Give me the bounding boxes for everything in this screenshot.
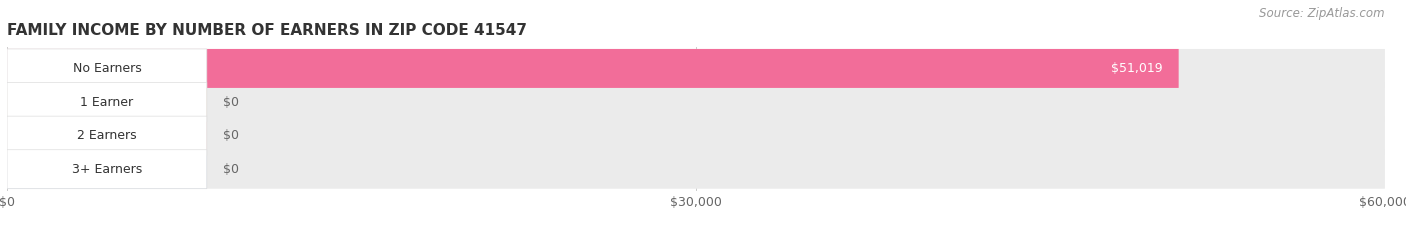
FancyBboxPatch shape (7, 49, 1385, 88)
FancyBboxPatch shape (7, 150, 207, 189)
FancyBboxPatch shape (7, 82, 207, 122)
Text: $0: $0 (224, 129, 239, 142)
Text: No Earners: No Earners (73, 62, 141, 75)
Text: Source: ZipAtlas.com: Source: ZipAtlas.com (1260, 7, 1385, 20)
FancyBboxPatch shape (7, 49, 207, 88)
FancyBboxPatch shape (7, 150, 207, 189)
FancyBboxPatch shape (7, 116, 1385, 155)
FancyBboxPatch shape (7, 49, 1178, 88)
Text: $51,019: $51,019 (1111, 62, 1163, 75)
FancyBboxPatch shape (7, 116, 207, 155)
Text: 2 Earners: 2 Earners (77, 129, 136, 142)
Text: $0: $0 (224, 163, 239, 176)
FancyBboxPatch shape (7, 82, 207, 122)
FancyBboxPatch shape (7, 116, 207, 155)
Text: 3+ Earners: 3+ Earners (72, 163, 142, 176)
Text: 1 Earner: 1 Earner (80, 96, 134, 109)
FancyBboxPatch shape (7, 150, 1385, 189)
FancyBboxPatch shape (7, 82, 1385, 122)
Text: FAMILY INCOME BY NUMBER OF EARNERS IN ZIP CODE 41547: FAMILY INCOME BY NUMBER OF EARNERS IN ZI… (7, 24, 527, 38)
Text: $0: $0 (224, 96, 239, 109)
